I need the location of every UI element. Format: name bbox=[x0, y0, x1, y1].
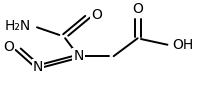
Text: OH: OH bbox=[173, 38, 194, 52]
Text: N: N bbox=[73, 49, 84, 63]
Text: O: O bbox=[132, 2, 143, 16]
Text: N: N bbox=[33, 60, 43, 74]
Text: O: O bbox=[91, 8, 102, 22]
Text: O: O bbox=[3, 40, 14, 54]
Text: H₂N: H₂N bbox=[4, 19, 31, 33]
